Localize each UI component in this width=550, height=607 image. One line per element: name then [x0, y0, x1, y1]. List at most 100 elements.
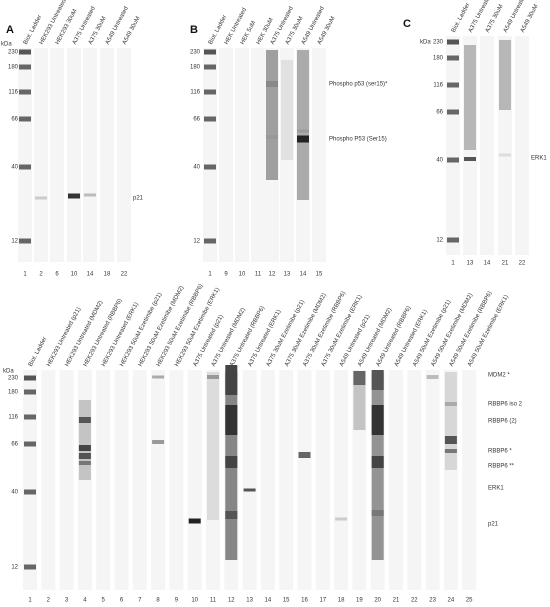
ladder-band: [19, 238, 31, 244]
band: [78, 445, 91, 451]
lane-number: 8: [156, 598, 160, 604]
band: [371, 510, 384, 516]
lane: [352, 370, 367, 590]
kda-label: 40: [436, 158, 443, 164]
lane: [334, 370, 349, 590]
lane-number: 22: [519, 261, 526, 267]
lane-header: A375 Untreated (MDM2): [211, 307, 247, 368]
ladder-band: [447, 157, 459, 163]
kda-label: 40: [193, 165, 200, 171]
band: [353, 371, 366, 385]
lane-number: 4: [83, 598, 87, 604]
band: [298, 452, 311, 458]
band: [371, 370, 384, 390]
lane-number: 3: [65, 598, 69, 604]
lane-number: 25: [466, 598, 473, 604]
lane-number: 7: [138, 598, 142, 604]
lane-header: Biot. Ladder: [28, 336, 48, 367]
lane-number: 14: [87, 272, 94, 278]
smear: [464, 45, 476, 150]
kda-label: 40: [11, 490, 18, 496]
kda-label: 66: [11, 117, 18, 123]
lane: [117, 48, 131, 262]
lane-header: A549 30uM: [122, 16, 142, 46]
smear: [266, 50, 278, 180]
band: [243, 488, 256, 492]
ladder-band: [24, 564, 36, 570]
ladder-band: [204, 49, 216, 55]
band-label: p21: [488, 522, 499, 528]
lane-number: 15: [316, 272, 323, 278]
lane-number: 12: [228, 598, 235, 604]
band: [464, 157, 476, 161]
lane-number: 24: [448, 598, 455, 604]
ladder-band: [19, 116, 31, 122]
lane-number: 13: [467, 261, 474, 267]
band: [335, 517, 348, 521]
lane: [41, 370, 56, 590]
band: [371, 405, 384, 435]
band: [225, 365, 238, 395]
lane: [18, 48, 32, 262]
lane-number: 6: [120, 598, 124, 604]
band-label: Phospho p53 (ser15)*: [329, 82, 388, 88]
lane: [34, 48, 48, 262]
lane: [463, 36, 477, 255]
ladder-band: [447, 39, 459, 45]
smear: [444, 372, 457, 470]
lane: [206, 370, 220, 590]
ladder-band: [19, 164, 31, 170]
band: [188, 518, 201, 524]
band: [78, 417, 91, 423]
lane: [242, 370, 257, 590]
lane-number: 1: [23, 272, 27, 278]
band: [68, 193, 80, 199]
band: [499, 153, 511, 157]
kda-label: 116: [433, 83, 443, 89]
ladder-band: [19, 64, 31, 70]
ladder-band: [204, 164, 216, 170]
lane: [296, 48, 310, 262]
lane: [251, 48, 265, 262]
kda-label: 230: [8, 50, 19, 56]
lane: [83, 48, 97, 262]
band: [84, 193, 96, 197]
kda-unit: kDa: [3, 369, 14, 375]
lane: [50, 48, 64, 262]
lane: [315, 370, 330, 590]
lane-header: A549 Untreated (MDM2): [357, 307, 393, 368]
lane-header: A375 Untreated (RBBP6): [229, 305, 266, 367]
ladder-band: [24, 389, 36, 395]
kda-label: 66: [11, 442, 18, 448]
lane: [312, 48, 326, 262]
band-label: RBBP6 **: [488, 464, 515, 470]
kda-label: 180: [433, 56, 444, 62]
lane-number: 14: [300, 272, 307, 278]
band: [297, 129, 309, 133]
band: [426, 375, 439, 379]
lane-number: 13: [284, 272, 291, 278]
kda-unit: kDa: [420, 40, 431, 46]
kda-label: 12: [11, 239, 18, 245]
lane: [114, 370, 129, 590]
lane-number: 21: [502, 261, 509, 267]
lane: [407, 370, 422, 590]
band: [444, 436, 457, 444]
lane-number: 1: [28, 598, 32, 604]
kda-label: 116: [8, 415, 18, 421]
lane: [67, 48, 81, 262]
lane-number: 2: [39, 272, 43, 278]
lane: [23, 370, 37, 590]
band: [225, 511, 238, 519]
lane-number: 16: [301, 598, 308, 604]
lane-header: A549 Untreated (ERK1): [394, 309, 429, 368]
ladder-band: [447, 82, 459, 88]
lane-number: 14: [484, 261, 491, 267]
lane-number: 20: [374, 598, 381, 604]
smear: [297, 50, 309, 200]
ladder-band: [24, 375, 36, 381]
lane: [279, 370, 294, 590]
lane-number: 11: [210, 598, 217, 604]
smear: [78, 400, 91, 480]
lane-header: HEK293 Untreated (p21): [46, 307, 82, 368]
